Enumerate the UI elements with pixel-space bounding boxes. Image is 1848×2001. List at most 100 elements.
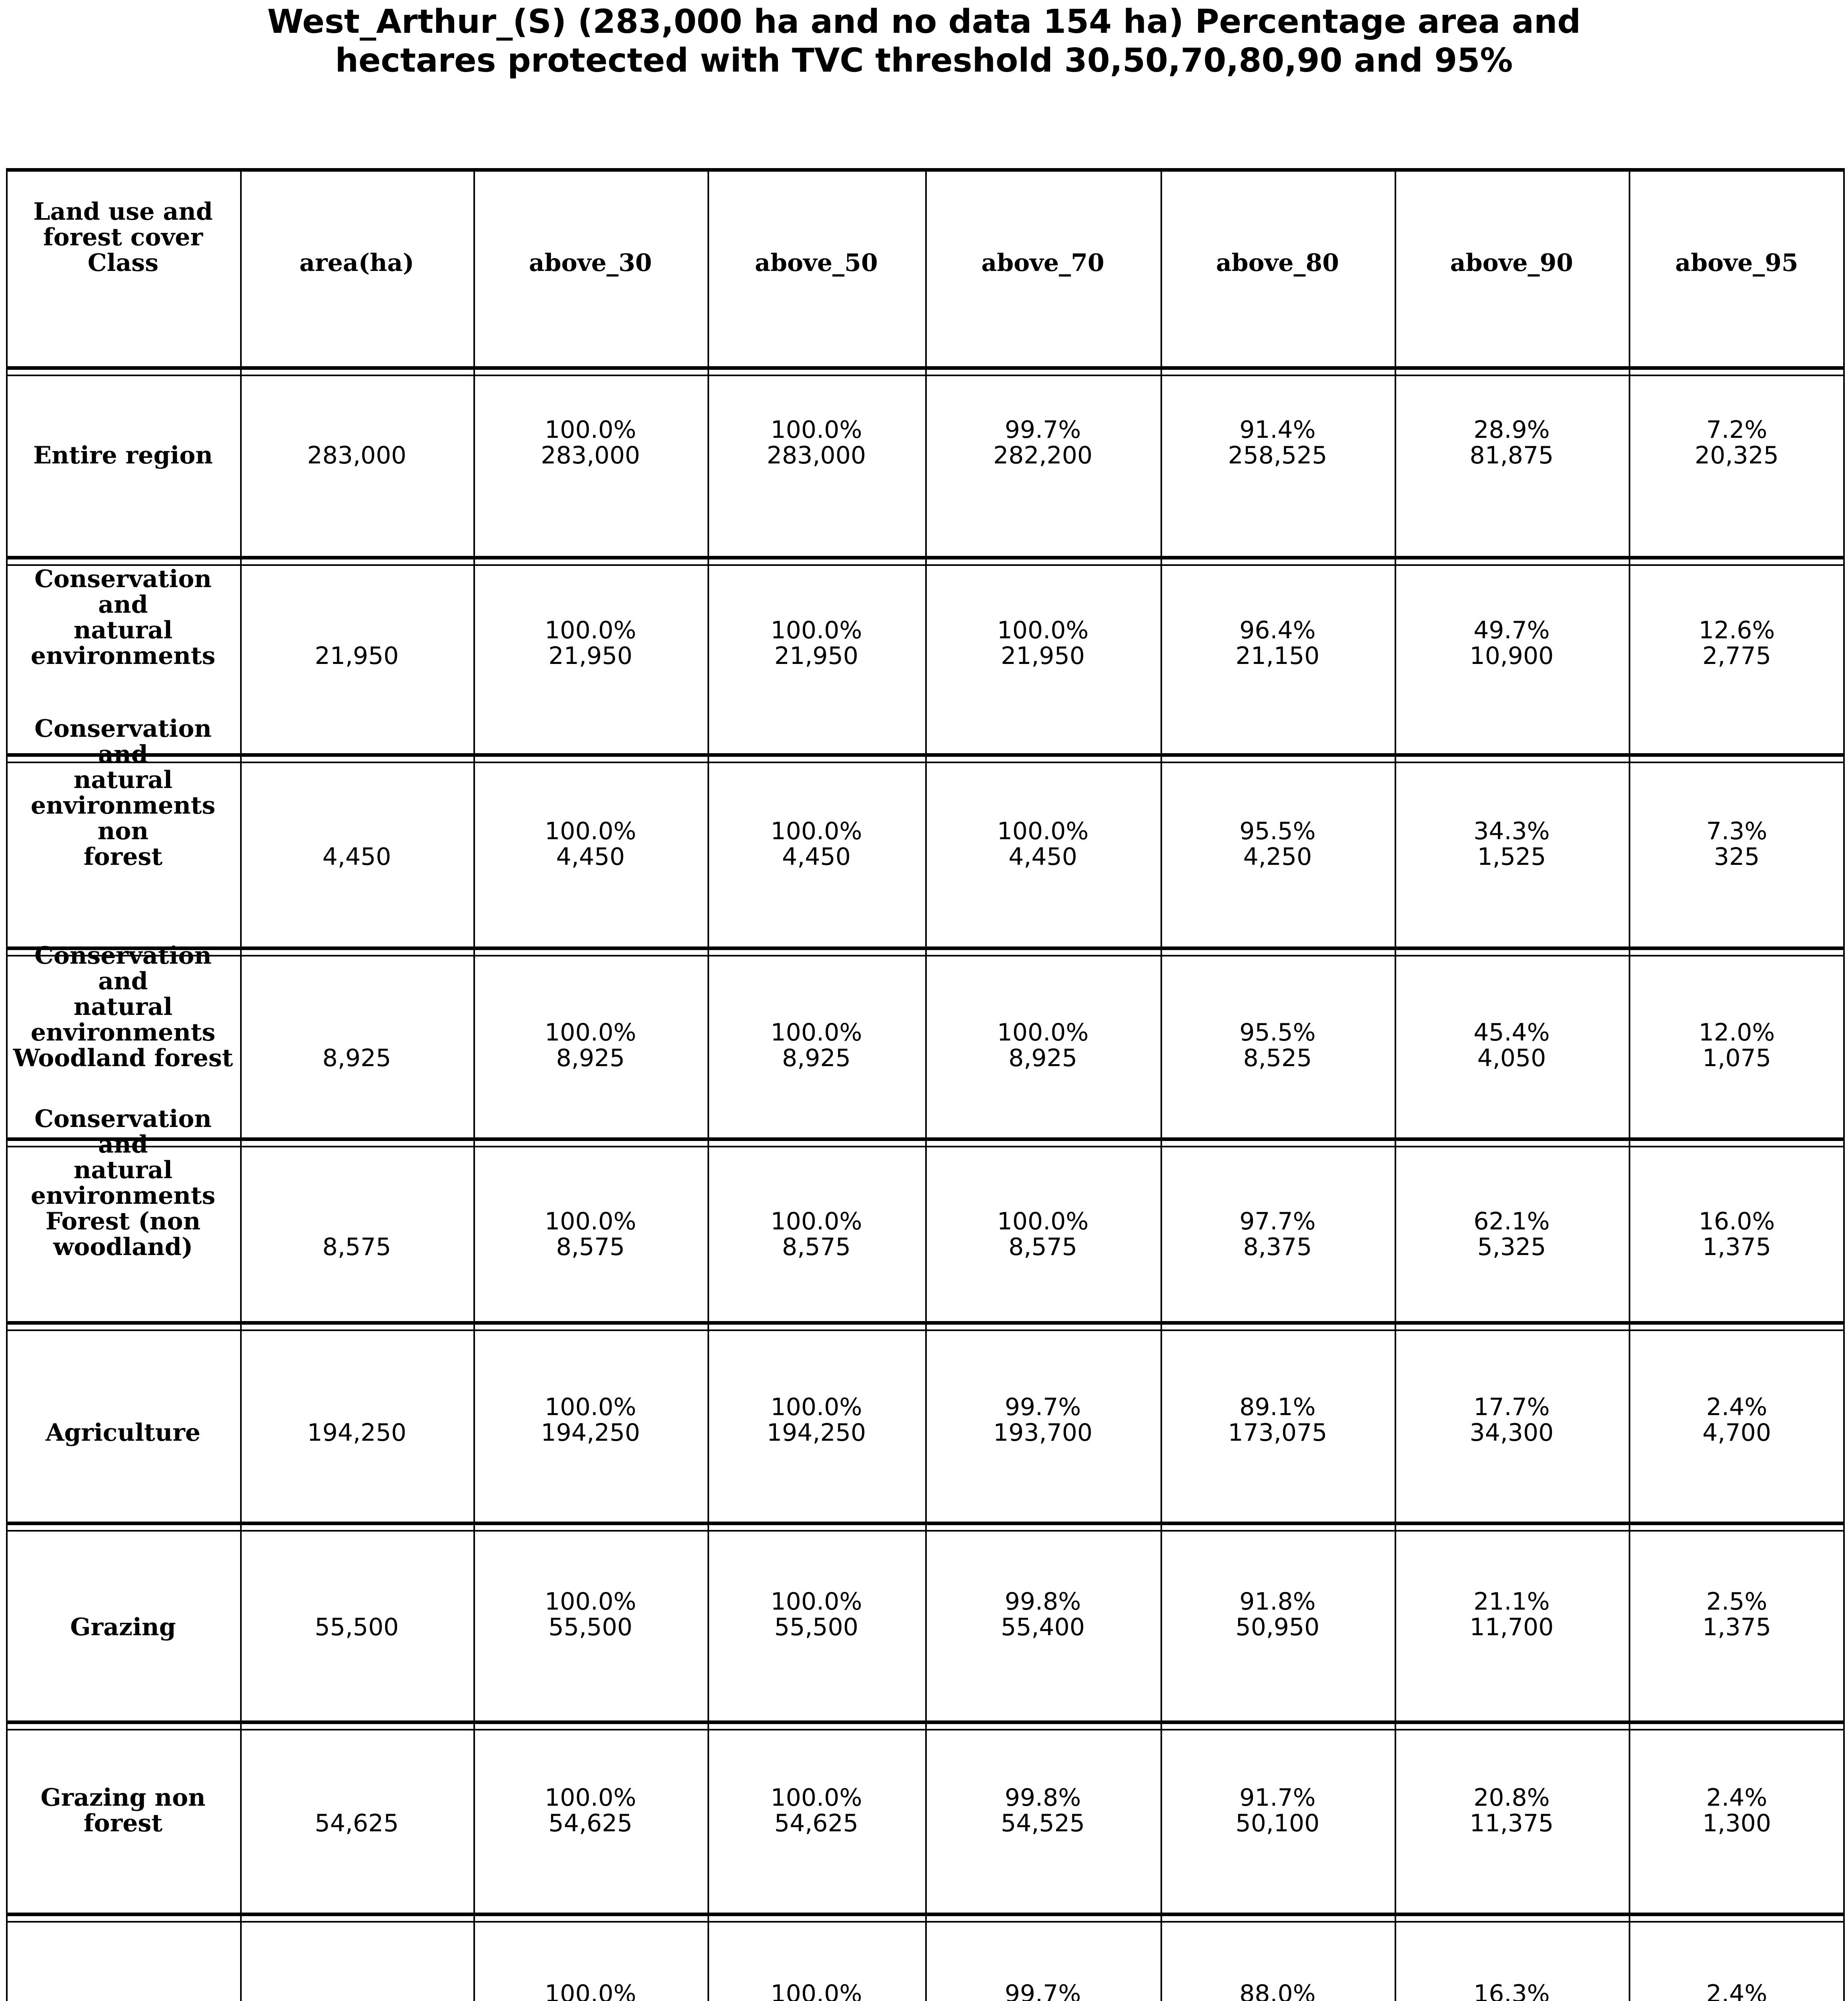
pct-value: 100.0%	[770, 1588, 862, 1616]
table-cell: 100.0%138,700	[708, 1915, 925, 2001]
table-row: Grazing non forest 54,625 100.0% 54,625 1…	[6, 1723, 1845, 1915]
table-cell: Agriculture	[6, 1324, 240, 1524]
table-cell: 100.0% 21,950	[473, 559, 708, 756]
table-cell: 12.0% 1,075	[1629, 949, 1845, 1140]
table-cell: Grazing non forest	[6, 1723, 240, 1915]
table-cell: 62.1% 5,325	[1395, 1140, 1629, 1324]
table-cell: 7.2% 20,325	[1629, 369, 1845, 559]
table-cell: 12.6% 2,775	[1629, 559, 1845, 756]
column-divider	[473, 168, 475, 2001]
table-cell: 28.9% 81,875	[1395, 369, 1629, 559]
table-cell: 97.7% 8,375	[1161, 1140, 1395, 1324]
row-label: Conservation and natural environments	[30, 565, 216, 670]
pct-value: 45.4%	[1473, 1019, 1550, 1047]
pct-value: 88.0%	[1239, 1980, 1316, 2001]
table-cell: 49.7% 10,900	[1395, 559, 1629, 756]
pct-value: 2.4%	[1706, 1393, 1768, 1421]
column-divider	[240, 168, 242, 2001]
table-cell: Entire region	[6, 369, 240, 559]
header-cell-class: Land use and forest cover Class	[6, 168, 240, 369]
table-cell: 95.5% 8,525	[1161, 949, 1395, 1140]
pct-value: 100.0%	[997, 817, 1089, 845]
column-divider	[1395, 168, 1396, 2001]
table-cell: 100.0% 4,450	[925, 756, 1161, 949]
table-cell: 99.8% 55,400	[925, 1524, 1161, 1723]
pct-value: 34.3%	[1473, 817, 1550, 845]
pct-value: 100.0%	[770, 616, 862, 644]
table-cell: 16.3%22,600	[1395, 1915, 1629, 2001]
table-cell: 88.0%122,075	[1161, 1915, 1395, 2001]
table-row: Conservation and natural environments Fo…	[6, 1106, 1845, 1324]
column-divider	[1161, 168, 1162, 2001]
ha-value: 8,925	[782, 1044, 851, 1072]
ha-value: 54,525	[1001, 1809, 1085, 1837]
table-cell: 54,625	[240, 1723, 473, 1915]
row-divider	[6, 1321, 1845, 1331]
ha-value: 4,450	[556, 843, 625, 871]
pct-value: 7.2%	[1706, 416, 1768, 444]
header-label-area: area(ha)	[299, 249, 414, 277]
pct-value: 17.7%	[1473, 1393, 1550, 1421]
ha-value: 1,300	[1702, 1809, 1771, 1837]
column-divider	[708, 168, 709, 2001]
ha-value: 5,325	[1477, 1233, 1546, 1261]
pct-value: 100.0%	[770, 817, 862, 845]
page-title-line1: West_Arthur_(S) (283,000 ha and no data …	[267, 3, 1581, 41]
pct-value: 100.0%	[545, 1207, 636, 1235]
table-cell: 100.0% 194,250	[708, 1324, 925, 1524]
page-title: West_Arthur_(S) (283,000 ha and no data …	[0, 2, 1848, 80]
land-use-table: Land use and forest cover Class area(ha)…	[6, 168, 1845, 2001]
pct-value: 7.3%	[1706, 817, 1768, 845]
table-cell: 100.0% 4,450	[473, 756, 708, 949]
table-cell: 95.5% 4,250	[1161, 756, 1395, 949]
ha-value: 194,250	[541, 1419, 640, 1447]
row-divider	[6, 946, 1845, 956]
page-title-line2: hectares protected with TVC threshold 30…	[335, 42, 1513, 80]
ha-value: 20,325	[1695, 441, 1779, 469]
ha-value: 1,075	[1702, 1044, 1771, 1072]
table-cell: 91.7% 50,100	[1161, 1723, 1395, 1915]
row-divider	[6, 1913, 1845, 1923]
ha-value: 8,375	[1243, 1233, 1312, 1261]
ha-value: 283,000	[766, 441, 866, 469]
ha-value: 4,050	[1477, 1044, 1546, 1072]
area-value: 55,500	[315, 1613, 399, 1641]
pct-value: 89.1%	[1239, 1393, 1316, 1421]
table-cell: 100.0% 8,575	[708, 1140, 925, 1324]
pct-value: 100.0%	[545, 1784, 636, 1812]
area-value: 54,625	[315, 1809, 399, 1837]
header-label-above90: above_90	[1450, 249, 1573, 277]
header-label-class: Land use and forest cover Class	[33, 198, 213, 277]
table-row: Conservation and natural environments 21…	[6, 559, 1845, 756]
ha-value: 50,950	[1235, 1613, 1320, 1641]
pct-value: 100.0%	[770, 1784, 862, 1812]
pct-value: 99.7%	[1004, 416, 1081, 444]
table-cell: Cropping	[6, 1915, 240, 2001]
header-cell-above70: above_70	[925, 168, 1161, 369]
pct-value: 91.4%	[1239, 416, 1316, 444]
table-cell: 20.8% 11,375	[1395, 1723, 1629, 1915]
table-cell: 194,250	[240, 1324, 473, 1524]
ha-value: 21,150	[1235, 642, 1320, 670]
table-cell: Conservation and natural environments no…	[6, 716, 240, 949]
table-cell: 21.1% 11,700	[1395, 1524, 1629, 1723]
pct-value: 100.0%	[770, 1980, 862, 2001]
header-cell-above50: above_50	[708, 168, 925, 369]
ha-value: 8,925	[1008, 1044, 1077, 1072]
pct-value: 21.1%	[1473, 1588, 1550, 1616]
ha-value: 81,875	[1469, 441, 1554, 469]
table-cell: 100.0% 54,625	[473, 1723, 708, 1915]
ha-value: 34,300	[1469, 1419, 1554, 1447]
row-label: Entire region	[33, 441, 213, 469]
ha-value: 54,625	[548, 1809, 633, 1837]
pct-value: 100.0%	[545, 1980, 636, 2001]
table-border-left	[6, 168, 8, 2001]
area-value: 194,250	[307, 1419, 407, 1447]
ha-value: 4,700	[1702, 1419, 1771, 1447]
table-border-right	[1843, 168, 1845, 2001]
table-row: Grazing 55,500 100.0% 55,500 100.0% 55,500…	[6, 1524, 1845, 1723]
area-value: 21,950	[315, 642, 399, 670]
ha-value: 194,250	[766, 1419, 866, 1447]
ha-value: 55,500	[548, 1613, 633, 1641]
